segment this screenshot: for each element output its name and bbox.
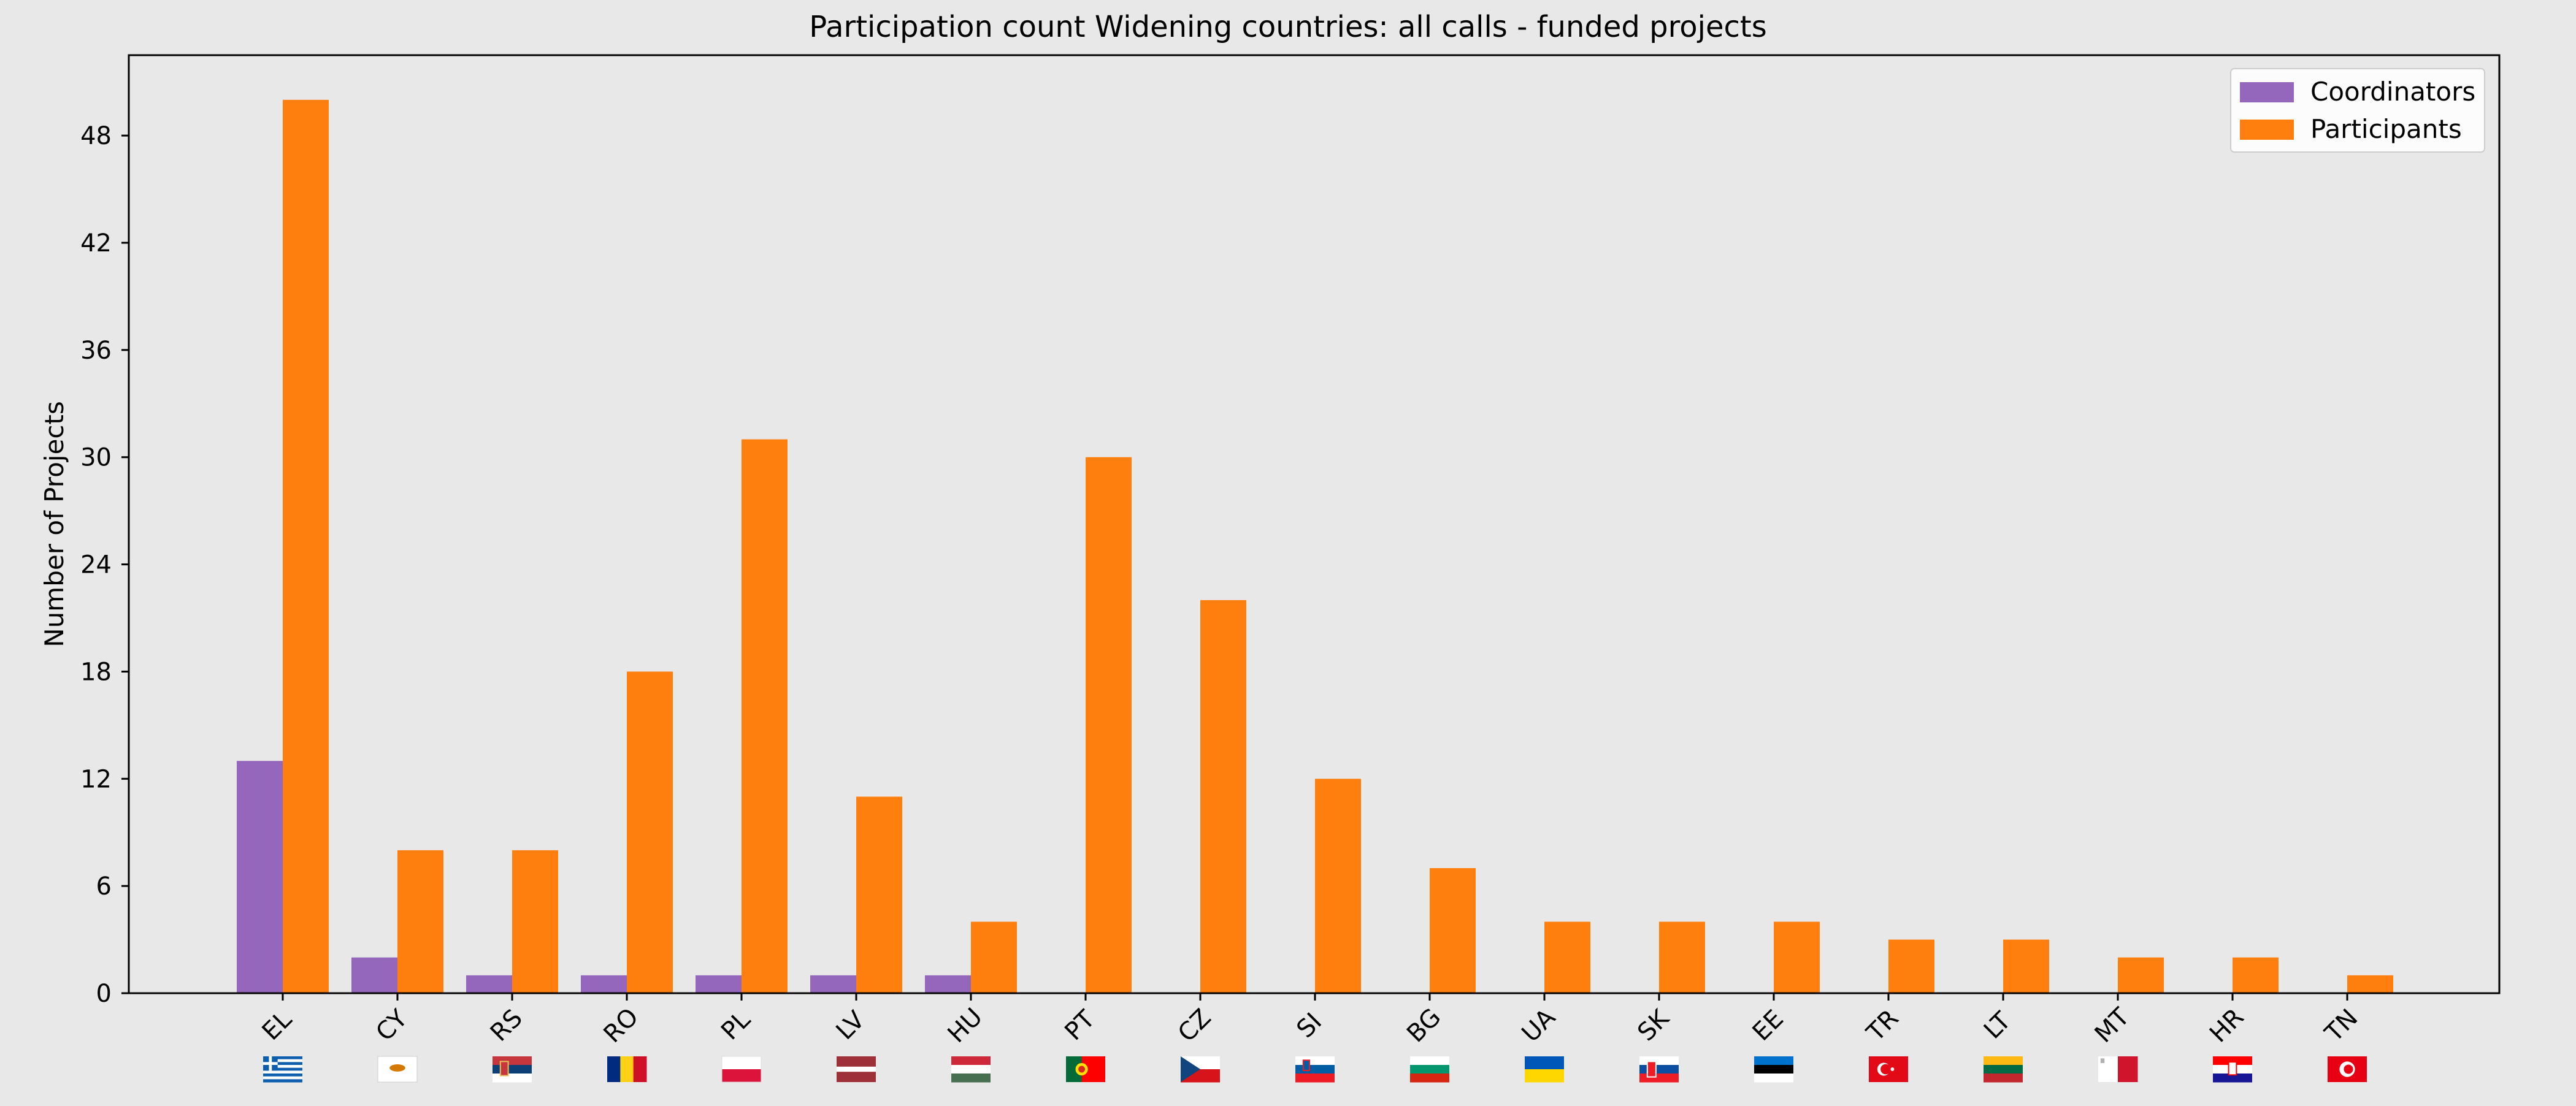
bar-participants-mt (2118, 957, 2164, 993)
bar-participants-hu (971, 921, 1017, 993)
x-tick-label: PL (716, 1005, 756, 1046)
legend-label-coordinators: Coordinators (2310, 77, 2475, 107)
y-tick-label: 18 (80, 658, 112, 686)
bar-coordinators-el (237, 761, 283, 993)
poland-flag-icon (721, 1056, 762, 1083)
x-tick-label: TR (1861, 1004, 1904, 1047)
x-tick-label: EL (257, 1005, 298, 1046)
portugal-flag-icon (1066, 1056, 1105, 1082)
tunisia-flag-icon (2328, 1056, 2367, 1082)
x-tick-label: CZ (1173, 1004, 1217, 1048)
croatia-flag-icon (2213, 1056, 2252, 1083)
serbia-flag-icon (493, 1056, 532, 1083)
slovenia-flag-icon (1295, 1056, 1335, 1083)
bar-coordinators-pl (696, 975, 742, 993)
plot-area: 0 6 12 18 24 30 36 42 48 EL CY RS RO PL LV HU PT CZ SI BG UA… (80, 54, 2501, 1083)
cyprus-flag-icon (377, 1056, 418, 1083)
bar-participants-tr (1888, 939, 1934, 993)
x-tick-label: LT (1979, 1007, 2017, 1045)
bar-coordinators-lv (810, 975, 856, 993)
bar-participants-bg (1430, 868, 1476, 993)
bar-coordinators-ro (581, 975, 627, 993)
estonia-flag-icon (1754, 1056, 1793, 1083)
bar-participants-ee (1774, 921, 1820, 993)
y-tick-label: 12 (80, 765, 112, 793)
bar-participants-ro (627, 671, 673, 993)
bar-coordinators-cy (351, 957, 397, 993)
x-tick-label: TN (2320, 1004, 2364, 1048)
legend: Coordinators Participants (2230, 68, 2485, 153)
bulgaria-flag-icon (1410, 1056, 1449, 1083)
x-tick-label: RO (599, 1003, 644, 1048)
bar-participants-el (283, 99, 329, 993)
bar-participants-hr (2233, 957, 2279, 993)
legend-label-participants: Participants (2310, 114, 2462, 144)
legend-swatch-participants (2240, 120, 2294, 140)
y-tick-label: 30 (80, 444, 112, 472)
x-tick-label: CY (370, 1004, 413, 1047)
y-tick-label: 42 (80, 229, 112, 257)
bar-participants-rs (512, 850, 558, 993)
romania-flag-icon (607, 1056, 647, 1082)
x-tick-label: RS (485, 1004, 528, 1047)
malta-flag-icon (2098, 1056, 2138, 1082)
ukraine-flag-icon (1525, 1056, 1564, 1083)
plot-frame (128, 54, 2501, 994)
x-tick-label: HR (2204, 1003, 2249, 1048)
legend-swatch-coordinators (2240, 82, 2294, 102)
bar-participants-pt (1086, 457, 1132, 993)
x-tick-label: MT (2090, 1002, 2136, 1048)
latvia-flag-icon (837, 1056, 876, 1082)
y-tick-label: 48 (80, 122, 112, 150)
bar-coordinators-rs (466, 975, 512, 993)
y-tick-label: 0 (96, 980, 112, 1008)
x-tick-label: BG (1401, 1003, 1446, 1048)
czechia-flag-icon (1181, 1056, 1220, 1083)
greece-flag-icon (263, 1056, 302, 1083)
bar-coordinators-hu (925, 975, 971, 993)
x-tick-label: LV (831, 1005, 871, 1045)
bar-participants-cz (1200, 600, 1246, 993)
bar-participants-tn (2347, 975, 2393, 993)
bar-participants-cy (397, 850, 443, 993)
y-tick-label: 36 (80, 337, 112, 365)
y-axis-label: Number of Projects (39, 401, 69, 647)
chart-title: Participation count Widening countries: … (809, 10, 1766, 44)
bar-participants-lv (856, 796, 902, 993)
bar-participants-ua (1544, 921, 1590, 993)
x-tick-label: HU (943, 1003, 989, 1049)
y-tick-label: 24 (80, 551, 112, 579)
bar-participants-lt (2003, 939, 2049, 993)
bar-participants-si (1315, 779, 1361, 993)
x-tick-label: SK (1632, 1004, 1675, 1047)
x-tick-label: SI (1291, 1007, 1327, 1043)
bar-participants-sk (1659, 921, 1705, 993)
lithuania-flag-icon (1984, 1056, 2023, 1083)
x-tick-label: PT (1059, 1005, 1100, 1046)
y-tick-label: 6 (96, 872, 112, 901)
x-tick-label: EE (1747, 1005, 1789, 1047)
hungary-flag-icon (951, 1056, 991, 1083)
turkey-flag-icon (1869, 1056, 1908, 1082)
bar-participants-pl (742, 439, 788, 993)
x-tick-label: UA (1517, 1003, 1562, 1048)
slovakia-flag-icon (1639, 1056, 1679, 1083)
